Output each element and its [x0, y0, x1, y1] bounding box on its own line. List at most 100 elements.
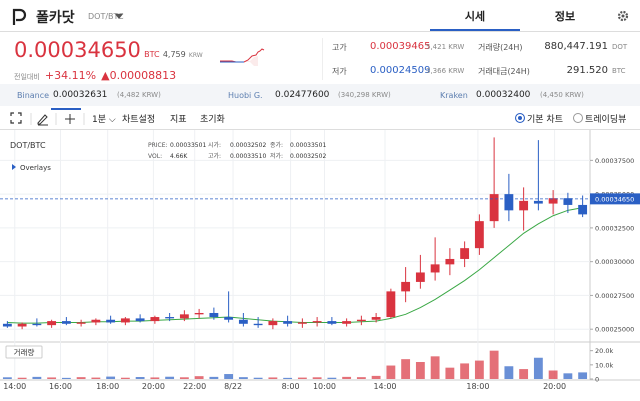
info-value: 0.00032502 [230, 142, 266, 149]
x-tick-label: 18:00 [96, 382, 119, 391]
volume-bar [533, 357, 543, 379]
x-tick-label: 22:00 [183, 382, 206, 391]
chart-mode[interactable]: 기본 차트 [527, 115, 563, 125]
volume-bar [504, 366, 514, 379]
divider [0, 31, 640, 32]
toolbar-item[interactable]: 초기화 [200, 115, 225, 125]
exchange-krw: (4,450 KRW) [540, 91, 584, 99]
radio[interactable] [515, 113, 525, 123]
volume-bar [106, 376, 116, 379]
volume-bar [76, 377, 86, 379]
candle-body [474, 221, 484, 249]
volume-bar [445, 367, 455, 379]
y-tick-label: 0.00032500 [595, 224, 634, 232]
toolbar [0, 107, 640, 130]
current-price: 0.00034650 [14, 38, 141, 62]
vol-stat-unit: DOT [612, 43, 628, 51]
exchange-bar [0, 84, 640, 106]
volume-bar [460, 363, 470, 379]
candle-body [401, 281, 411, 292]
stat-label: 고가 [332, 43, 347, 52]
volume-bar [120, 377, 130, 379]
candle-body [17, 323, 27, 327]
x-tick-label: 18:00 [466, 382, 489, 391]
stat-krw: 5,421 KRW [426, 43, 465, 51]
toolbar-item[interactable]: 차트설정 [122, 115, 156, 125]
info-label: VOL: [148, 153, 162, 160]
logo [12, 8, 27, 25]
info-value: 0.00032502 [290, 153, 326, 160]
x-tick-label: 14:00 [3, 382, 26, 391]
stat-label: 저가 [332, 67, 347, 76]
volume-tick-label: 10.0k [595, 361, 613, 369]
change-label: 전일대비 [14, 73, 40, 81]
pair: DOT/BTC [88, 12, 124, 21]
candle-body [327, 321, 337, 324]
volume-label-box [5, 345, 43, 359]
interval[interactable]: 1분 ⌵ [92, 115, 116, 125]
candle-body [430, 264, 440, 273]
candle-body [47, 321, 57, 326]
candle-body [519, 200, 529, 211]
info-label: 고가: [208, 152, 221, 160]
change-pct: +34.11% [44, 69, 97, 82]
volume-bar [297, 377, 307, 379]
moving-average [7, 207, 583, 324]
candle-body [135, 318, 145, 322]
x-tick-label: 8/22 [224, 382, 242, 391]
exchange-price: 0.00032631 [53, 90, 108, 100]
vol-stat-value: 880,447.191 [544, 41, 608, 52]
candle-body [578, 204, 588, 215]
volume-bar [312, 377, 322, 379]
dropdown[interactable] [114, 13, 124, 21]
info-value: 0.00033510 [230, 153, 266, 160]
toolbar-icons [10, 112, 85, 126]
toolbar-item[interactable]: 지표 [170, 115, 187, 125]
volume-bar [342, 376, 352, 379]
change-block: 전일대비 +34.11% ▲0.00008813 [14, 64, 176, 83]
volume-bar [47, 377, 57, 379]
exchange-name: Huobi G. [228, 91, 263, 100]
volume-bar [283, 377, 293, 379]
x-tick-label: 16:00 [49, 382, 72, 391]
candle-body [224, 317, 234, 320]
candle-body [253, 323, 263, 326]
candle-body [415, 272, 425, 282]
chart-mode[interactable]: 트레이딩뷰 [585, 115, 627, 125]
volume-label: 거래량 [14, 348, 35, 357]
volume-bar [135, 377, 145, 379]
radio[interactable] [573, 113, 583, 123]
vol-stat-value: 291.520 [566, 65, 608, 76]
active-tool [51, 108, 81, 110]
last-price-box [590, 193, 640, 205]
volume-bar [253, 377, 263, 379]
volume-bar [548, 370, 558, 379]
info-value: 0.00033501 [290, 142, 326, 149]
candle-body [563, 198, 573, 205]
krw: 4,759 [162, 50, 186, 59]
exchange-krw: (340,298 KRW) [338, 91, 391, 99]
candle-body [238, 319, 248, 324]
volume-bar [327, 377, 337, 379]
vol-stat-label: 거래량(24H) [478, 43, 523, 52]
candle-body [165, 317, 175, 319]
volume-bar [150, 377, 160, 379]
candle-body [91, 319, 101, 323]
exchange-name: Kraken [440, 91, 468, 100]
tab[interactable]: 시세 [464, 10, 486, 23]
tab[interactable]: 정보 [554, 10, 576, 23]
settings-icon[interactable] [617, 10, 629, 22]
interval-label: 1분 [92, 115, 107, 125]
sparkline [220, 48, 265, 66]
info-label: PRICE: [148, 142, 168, 149]
y-tick-label: 0.00027500 [595, 292, 634, 300]
krw-unit: KRW [188, 52, 203, 59]
vol-stat-label: 거래대금(24H) [478, 67, 530, 76]
candle-body [504, 194, 514, 211]
volume-bar [2, 377, 12, 379]
volume-bar [91, 377, 101, 379]
candle-body [312, 321, 322, 323]
volume-bar [356, 377, 366, 379]
candle-body [548, 198, 558, 204]
volume-bar [165, 376, 175, 379]
